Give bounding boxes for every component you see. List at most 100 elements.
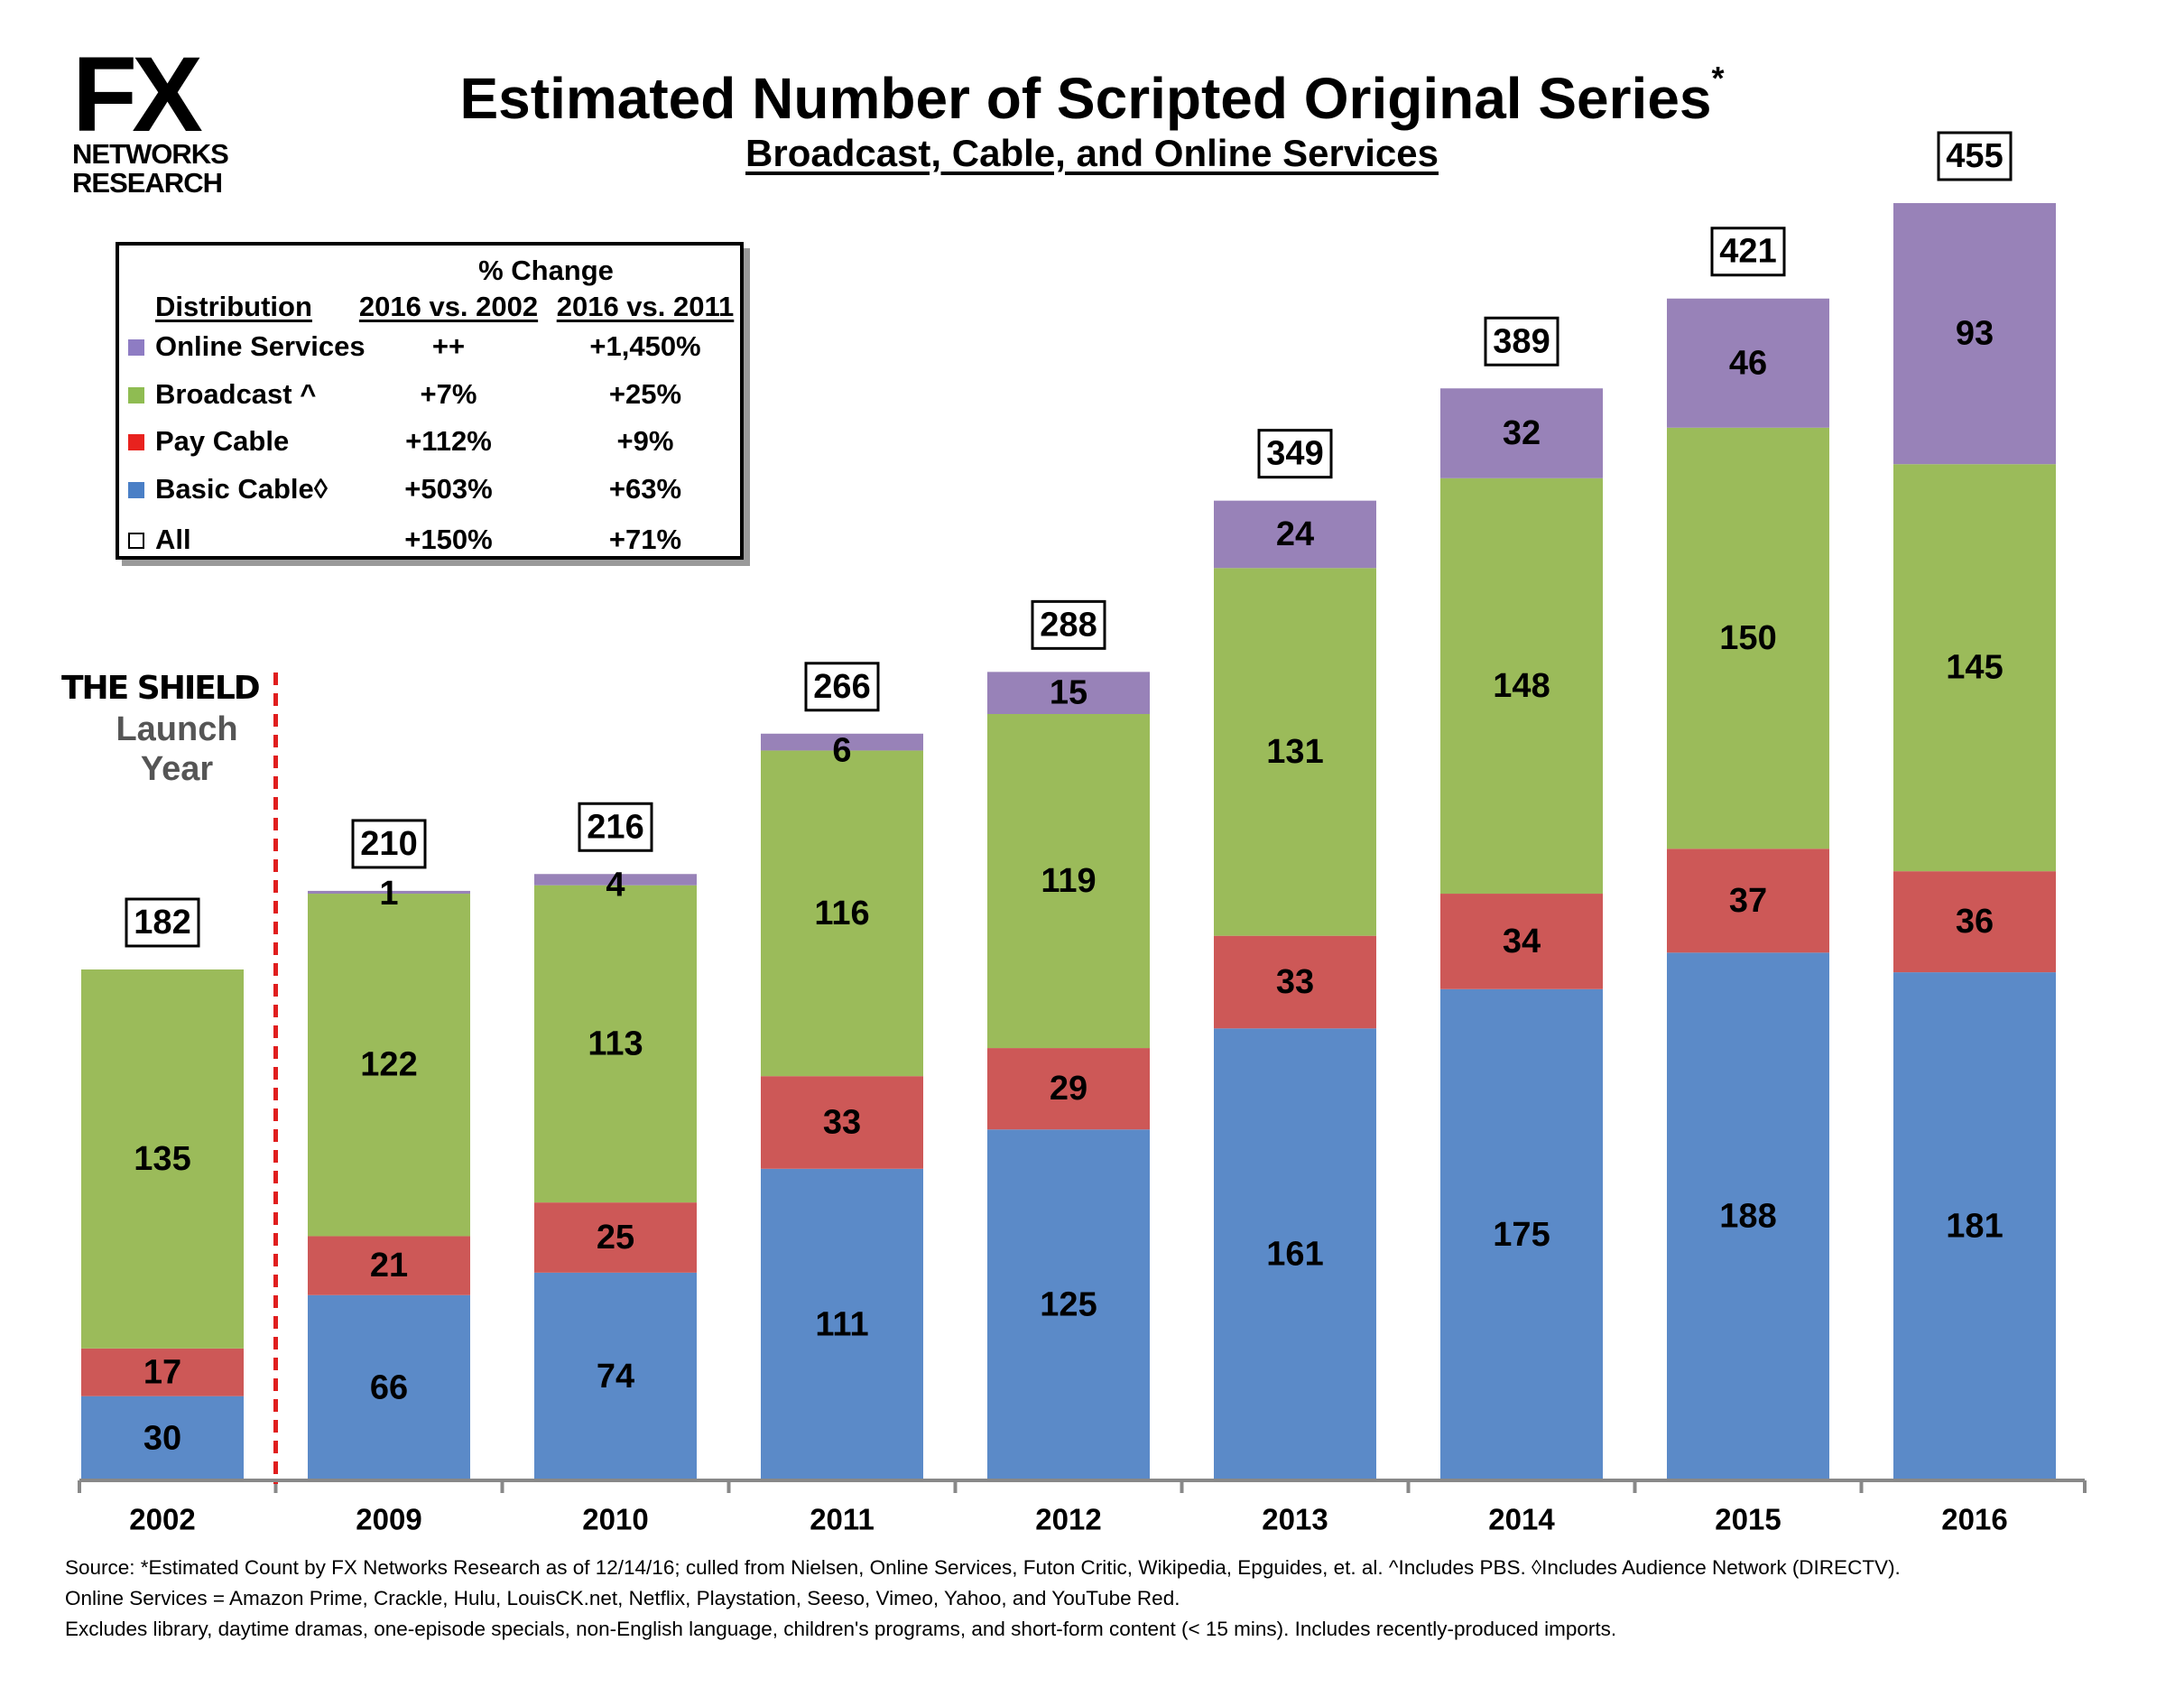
table-row-label: All: [155, 524, 191, 555]
table-row-value-a: +150%: [404, 524, 493, 555]
bar-basic-cable-2015: [1667, 952, 1829, 1480]
data-label-pay-cable-2012: 29: [1050, 1070, 1087, 1108]
bar-basic-cable-2014: [1440, 988, 1603, 1480]
legend-swatch-pay-cable: [128, 434, 144, 450]
bar-online-services-2014: [1440, 388, 1603, 478]
table-row-label: Basic Cable◊: [155, 473, 329, 505]
bar-pay-cable-2013: [1214, 935, 1376, 1029]
bar-broadcast-2011: [761, 750, 923, 1077]
logo-line-1: NETWORKS: [72, 138, 229, 170]
data-label-basic-cable-2002: 30: [143, 1419, 181, 1457]
bar-online-services-2009: [308, 890, 470, 895]
chart-title-text: Estimated Number of Scripted Original Se…: [459, 66, 1712, 131]
logo-mark: FX: [72, 35, 203, 154]
bar-basic-cable-2009: [308, 1294, 470, 1480]
data-label-broadcast-2014: 148: [1493, 667, 1550, 705]
total-label-2012: 288: [1040, 606, 1097, 644]
data-label-pay-cable-2011: 33: [823, 1103, 861, 1141]
data-label-online-services-2010: 4: [606, 867, 625, 904]
data-label-basic-cable-2016: 181: [1946, 1208, 2003, 1246]
bar-online-services-2015: [1667, 298, 1829, 428]
table-row-value-a: +503%: [404, 473, 493, 505]
data-label-basic-cable-2011: 111: [815, 1305, 868, 1343]
bar-pay-cable-2011: [761, 1076, 923, 1169]
bar-broadcast-2002: [81, 969, 244, 1349]
bar-pay-cable-2010: [534, 1202, 697, 1273]
table-row-value-b: +71%: [608, 524, 682, 555]
table-row-value-b: +1,450%: [589, 330, 701, 362]
total-label-2011: 266: [813, 668, 870, 706]
table-row-value-b: +25%: [608, 378, 682, 410]
data-label-pay-cable-2002: 17: [143, 1353, 181, 1391]
bar-pay-cable-2002: [81, 1348, 244, 1396]
x-tick-label-2009: 2009: [356, 1503, 421, 1536]
the-shield-logo: THE SHIELD: [61, 670, 261, 707]
chart-subtitle: Broadcast, Cable, and Online Services: [0, 132, 2184, 175]
x-tick-label-2013: 2013: [1262, 1503, 1328, 1536]
bar-online-services-2013: [1214, 500, 1376, 569]
data-label-pay-cable-2016: 36: [1956, 903, 1994, 941]
bar-online-services-2012: [987, 672, 1150, 714]
data-label-basic-cable-2009: 66: [370, 1368, 408, 1406]
bar-basic-cable-2010: [534, 1272, 697, 1480]
data-label-broadcast-2013: 131: [1266, 733, 1323, 771]
year-label: Year: [140, 750, 214, 788]
bar-broadcast-2016: [1893, 464, 2056, 872]
x-tick-label-2012: 2012: [1035, 1503, 1101, 1536]
data-label-pay-cable-2014: 34: [1503, 923, 1541, 960]
bar-online-services-2011: [761, 733, 923, 751]
x-tick-label-2011: 2011: [810, 1503, 875, 1536]
data-label-basic-cable-2015: 188: [1719, 1198, 1776, 1236]
table-row-value-a: ++: [431, 330, 466, 362]
total-label-2010: 216: [587, 808, 643, 846]
chart-title: Estimated Number of Scripted Original Se…: [0, 60, 2184, 132]
bar-online-services-2010: [534, 874, 697, 886]
logo-line-2: RESEARCH: [72, 167, 223, 199]
chart-subtitle-text: Broadcast, Cable, and Online Services: [745, 132, 1439, 174]
total-box-2012: [1031, 599, 1106, 650]
source-line: Online Services = Amazon Prime, Crackle,…: [65, 1587, 1180, 1609]
data-label-basic-cable-2014: 175: [1493, 1216, 1550, 1254]
legend-swatch-basic-cable: [128, 482, 144, 498]
data-label-basic-cable-2010: 74: [597, 1358, 634, 1396]
total-label-2002: 182: [134, 904, 190, 941]
table-row-label: Pay Cable: [155, 425, 290, 457]
legend-swatch-all: [128, 533, 144, 549]
table-row-label: Broadcast ^: [155, 378, 317, 410]
data-label-pay-cable-2015: 37: [1729, 882, 1767, 920]
data-label-online-services-2014: 32: [1503, 414, 1541, 452]
data-label-online-services-2013: 24: [1276, 515, 1314, 553]
data-label-online-services-2015: 46: [1729, 344, 1767, 382]
source-line: Source: *Estimated Count by FX Networks …: [65, 1556, 1901, 1579]
data-label-online-services-2016: 93: [1956, 315, 1994, 353]
table-header-group: % Change: [478, 255, 614, 286]
total-box-2011: [804, 662, 880, 712]
data-label-broadcast-2002: 135: [134, 1140, 190, 1178]
x-tick-label-2010: 2010: [582, 1503, 648, 1536]
bar-pay-cable-2012: [987, 1048, 1150, 1130]
bar-basic-cable-2002: [81, 1396, 244, 1480]
data-label-broadcast-2016: 145: [1946, 649, 2003, 687]
source-line: Excludes library, daytime dramas, one-ep…: [65, 1618, 1617, 1640]
total-box-2015: [1710, 227, 1786, 277]
data-label-online-services-2012: 15: [1050, 674, 1087, 712]
total-label-2014: 389: [1493, 322, 1550, 360]
bar-pay-cable-2016: [1893, 871, 2056, 973]
bar-broadcast-2015: [1667, 427, 1829, 849]
legend-swatch-online: [128, 339, 144, 356]
x-tick-label-2015: 2015: [1715, 1503, 1781, 1536]
total-label-2016: 455: [1946, 137, 2003, 175]
bar-basic-cable-2013: [1214, 1028, 1376, 1480]
data-label-broadcast-2015: 150: [1719, 619, 1776, 657]
data-label-pay-cable-2009: 21: [370, 1247, 408, 1285]
legend-swatch-broadcast: [128, 387, 144, 403]
total-box-2013: [1257, 429, 1333, 479]
title-footnote-mark: *: [1711, 60, 1725, 97]
data-label-pay-cable-2010: 25: [597, 1219, 634, 1257]
table-header-col-b: 2016 vs. 2011: [556, 291, 735, 322]
table-row-value-b: +9%: [616, 425, 674, 457]
data-label-basic-cable-2012: 125: [1040, 1286, 1097, 1324]
table-row-value-b: +63%: [608, 473, 682, 505]
total-label-2009: 210: [360, 825, 417, 863]
